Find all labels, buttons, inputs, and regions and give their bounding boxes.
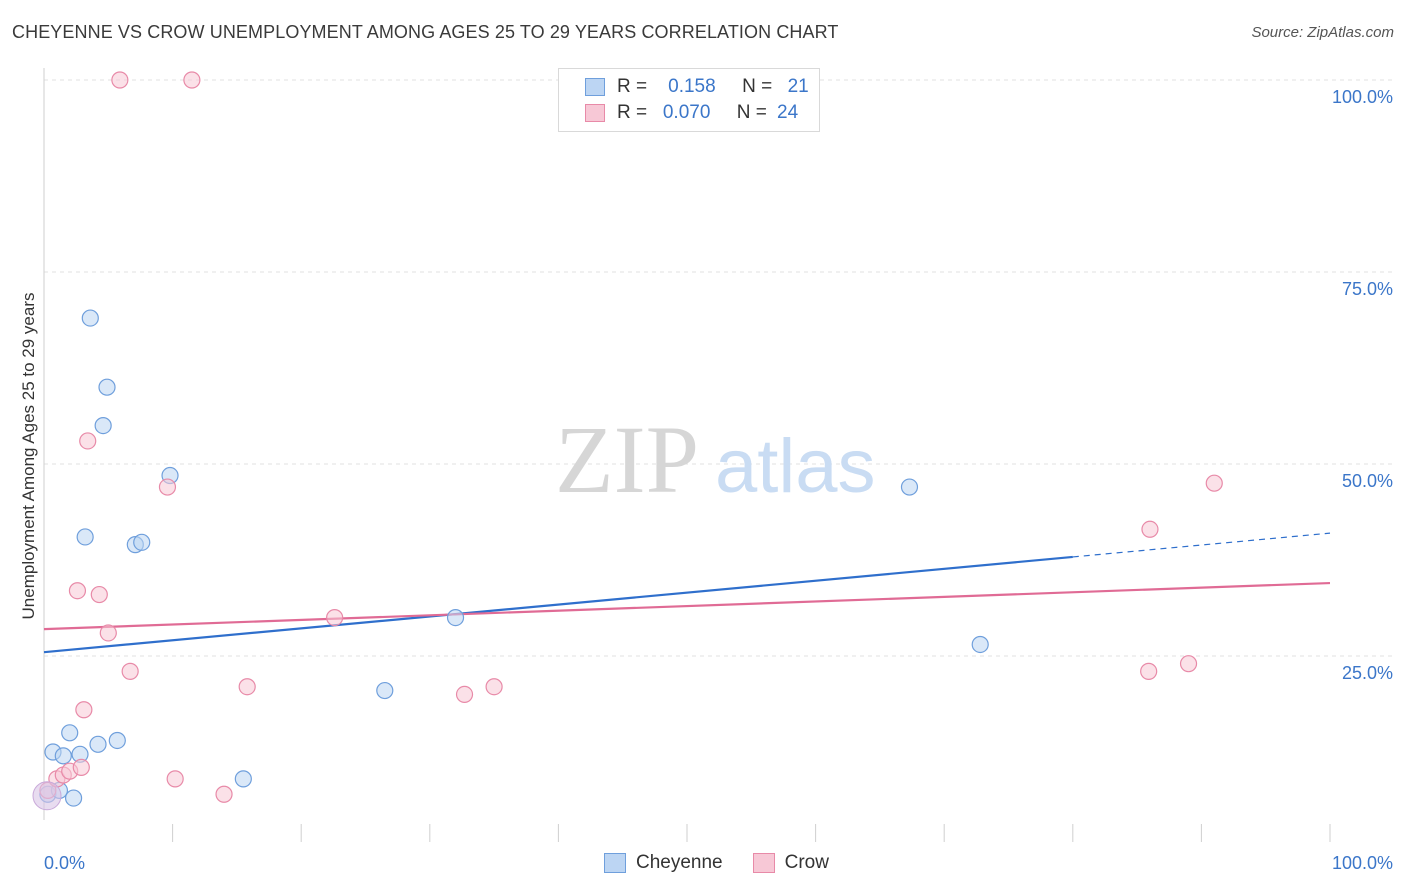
point-crow bbox=[99, 624, 117, 642]
point-crow bbox=[1179, 655, 1198, 673]
point-cluster bbox=[32, 781, 62, 811]
x-tick-label: 100.0% bbox=[1332, 853, 1393, 873]
point-crow bbox=[79, 432, 97, 450]
point-crow bbox=[90, 585, 108, 604]
tick-labels: 25.0% 50.0% 75.0% 100.0% 0.0% 100.0% bbox=[44, 87, 1393, 873]
legend-r-value: 0.070 bbox=[662, 102, 711, 123]
legend-item-crow[interactable]: Crow bbox=[752, 852, 829, 874]
y-tick-label: 75.0% bbox=[1342, 279, 1393, 299]
legend-r-value: 0.158 bbox=[668, 76, 716, 97]
legend-n-label: N = bbox=[736, 102, 767, 123]
chart-title: CHEYENNE VS CROW UNEMPLOYMENT AMONG AGES… bbox=[12, 22, 839, 42]
point-cheyenne bbox=[133, 533, 151, 551]
legend-r-label: R = bbox=[617, 102, 648, 123]
point-crow bbox=[72, 758, 90, 776]
y-tick-label: 100.0% bbox=[1332, 87, 1393, 107]
legend-label-cheyenne: Cheyenne bbox=[636, 852, 723, 873]
point-cheyenne bbox=[971, 635, 989, 654]
y-axis-label: Unemployment Among Ages 25 to 29 years bbox=[19, 293, 38, 620]
point-cheyenne bbox=[61, 724, 79, 742]
trend-line-cheyenne bbox=[43, 555, 1073, 654]
grid-lines bbox=[44, 79, 1392, 657]
point-crow bbox=[326, 608, 344, 627]
legend-swatch-cheyenne bbox=[604, 853, 626, 873]
point-crow bbox=[183, 71, 201, 89]
point-crow bbox=[1205, 474, 1223, 492]
point-cheyenne bbox=[64, 789, 83, 807]
legend-item-cheyenne[interactable]: Cheyenne bbox=[604, 852, 723, 874]
point-cheyenne bbox=[376, 681, 394, 700]
trend-lines bbox=[43, 532, 1331, 654]
legend-n-label: N = bbox=[742, 76, 773, 97]
legend-row-cheyenne: R = 0.158 N = 21 bbox=[585, 75, 809, 99]
point-cheyenne bbox=[234, 770, 252, 788]
legend-swatch-crow bbox=[752, 853, 775, 873]
point-crow bbox=[1140, 662, 1158, 680]
point-crow bbox=[215, 785, 233, 803]
y-tick-label: 25.0% bbox=[1342, 663, 1393, 683]
legend-r-label: R = bbox=[617, 76, 648, 97]
point-crow bbox=[455, 685, 474, 704]
trend-line-crow bbox=[43, 581, 1331, 631]
watermark-zip: ZIP bbox=[555, 406, 699, 513]
x-tick-label: 0.0% bbox=[44, 853, 85, 873]
x-axis-ticks bbox=[172, 824, 1331, 842]
chart-source: Source: ZipAtlas.com bbox=[1251, 24, 1394, 41]
point-crow bbox=[238, 678, 256, 696]
point-cheyenne bbox=[76, 528, 94, 546]
data-points bbox=[32, 71, 1223, 811]
point-cheyenne bbox=[81, 309, 99, 327]
point-crow bbox=[1141, 520, 1159, 538]
point-crow bbox=[485, 678, 503, 696]
trend-line-cheyenne-projection bbox=[1072, 532, 1331, 558]
point-crow bbox=[68, 582, 87, 600]
legend-n-value: 24 bbox=[777, 102, 799, 123]
point-crow bbox=[111, 71, 129, 89]
point-cheyenne bbox=[108, 731, 126, 750]
point-crow bbox=[158, 478, 177, 496]
stats-legend: R = 0.158 N = 21 R = 0.070 N = 24 bbox=[558, 68, 820, 132]
legend-n-value: 21 bbox=[787, 76, 809, 97]
point-crow bbox=[121, 662, 139, 680]
series-legend: Cheyenne Crow bbox=[604, 852, 859, 874]
point-cheyenne bbox=[94, 417, 112, 435]
legend-swatch-crow bbox=[585, 104, 605, 122]
point-crow bbox=[75, 701, 93, 719]
watermark-atlas: atlas bbox=[715, 424, 876, 509]
y-tick-label: 50.0% bbox=[1342, 471, 1393, 491]
point-cheyenne bbox=[446, 608, 465, 627]
point-crow bbox=[166, 770, 184, 788]
legend-row-crow: R = 0.070 N = 24 bbox=[585, 101, 798, 125]
point-cheyenne bbox=[54, 747, 72, 765]
legend-label-crow: Crow bbox=[784, 852, 829, 873]
point-cheyenne bbox=[89, 735, 107, 753]
legend-swatch-cheyenne bbox=[585, 78, 605, 96]
point-cheyenne bbox=[98, 378, 116, 396]
point-cheyenne bbox=[900, 478, 919, 496]
